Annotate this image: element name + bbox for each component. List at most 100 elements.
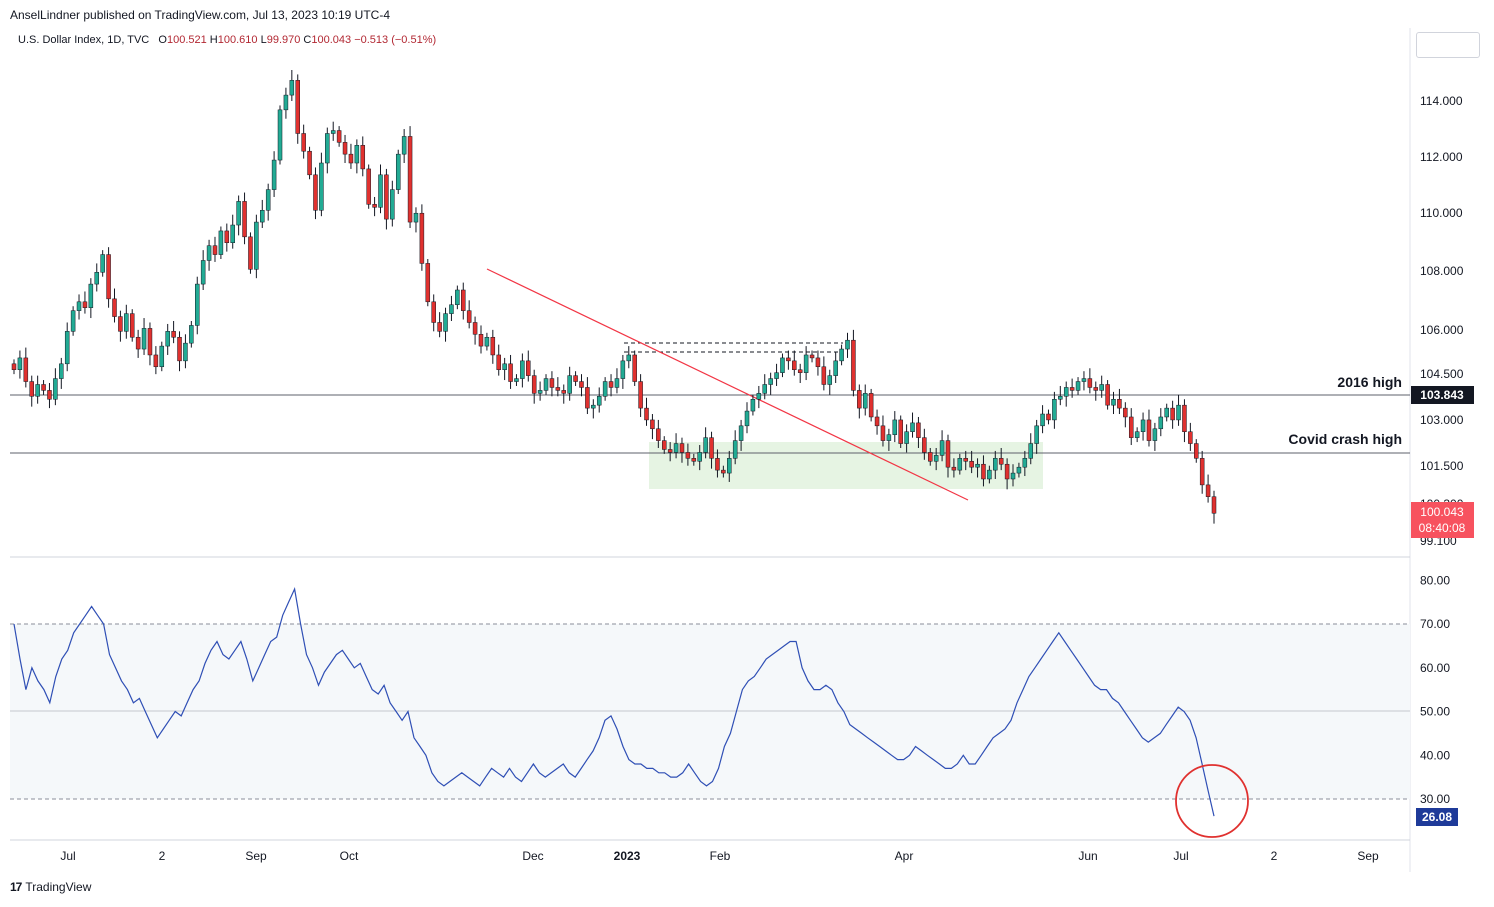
candle-body bbox=[537, 390, 543, 394]
candle-body bbox=[632, 354, 637, 382]
oversold-circle[interactable] bbox=[1175, 764, 1249, 838]
time-tick-label: Jul bbox=[60, 849, 75, 863]
last-price-text: 100.043 bbox=[1420, 505, 1464, 519]
candle-body bbox=[502, 363, 507, 370]
candle-body bbox=[496, 354, 501, 370]
candle-body bbox=[47, 390, 52, 400]
candle-body bbox=[874, 416, 880, 427]
time-tick-label: 2 bbox=[1271, 849, 1278, 863]
candle-body bbox=[821, 366, 827, 385]
candle-body bbox=[206, 245, 212, 261]
low-value: 99.970 bbox=[266, 34, 301, 46]
level-2016-badge-text: 103.843 bbox=[1420, 388, 1464, 402]
candle-body bbox=[508, 363, 513, 382]
candle-body bbox=[1128, 416, 1134, 438]
candle-body bbox=[715, 458, 720, 471]
candle-body bbox=[732, 440, 738, 459]
candle-body bbox=[762, 384, 767, 394]
candle-body bbox=[1034, 425, 1039, 444]
price-tick-label: 103.000 bbox=[1420, 413, 1464, 427]
candle-body bbox=[242, 201, 247, 238]
price-tick-label: 101.500 bbox=[1420, 459, 1464, 473]
downtrend-line[interactable] bbox=[486, 268, 969, 501]
candle-body bbox=[183, 342, 188, 362]
symbol-name[interactable]: U.S. Dollar Index, 1D, TVC bbox=[18, 34, 150, 46]
candle-body bbox=[1087, 378, 1093, 388]
high-value: 100.610 bbox=[217, 34, 258, 46]
candle-body bbox=[638, 381, 643, 409]
candle-body bbox=[857, 390, 862, 409]
candle-body bbox=[295, 80, 300, 134]
candle-body bbox=[384, 174, 389, 220]
candle-body bbox=[898, 419, 903, 444]
tradingview-logo-icon: 17 bbox=[10, 880, 22, 894]
candle-body bbox=[200, 260, 206, 285]
candle-body bbox=[591, 404, 596, 409]
candle-body bbox=[774, 372, 779, 379]
time-tick-label: 2 bbox=[159, 849, 166, 863]
candle-body bbox=[797, 369, 803, 373]
candle-body bbox=[945, 440, 951, 468]
candle-body bbox=[277, 109, 283, 161]
candle-body bbox=[839, 348, 844, 362]
candle-body bbox=[59, 363, 64, 379]
candle-body bbox=[1199, 458, 1205, 486]
scale-settings-button[interactable] bbox=[1416, 32, 1480, 58]
open-label: O bbox=[158, 34, 167, 46]
candle-body bbox=[1111, 399, 1116, 406]
rsi-tick-label: 60.00 bbox=[1420, 661, 1450, 675]
rsi-axis[interactable]: 80.00 70.00 60.00 50.00 40.00 30.00 bbox=[1420, 573, 1450, 806]
candle-body bbox=[650, 419, 655, 430]
candle-body bbox=[106, 254, 111, 300]
candle-body bbox=[691, 458, 697, 462]
candle-body bbox=[1117, 399, 1122, 409]
candle-body bbox=[981, 463, 986, 480]
candle-body bbox=[602, 381, 608, 397]
candle-body bbox=[1194, 443, 1199, 459]
candle-body bbox=[910, 422, 915, 432]
candle-body bbox=[596, 396, 602, 406]
time-tick-label: 2023 bbox=[614, 849, 641, 863]
rsi-line bbox=[13, 586, 1215, 817]
candle-body bbox=[283, 94, 289, 111]
candle-body bbox=[271, 159, 277, 190]
price-tick-label: 108.000 bbox=[1420, 264, 1464, 278]
candle-body bbox=[685, 452, 691, 459]
candle-body bbox=[1063, 387, 1069, 397]
candle-body bbox=[1123, 407, 1128, 418]
candle-body bbox=[531, 375, 537, 394]
candle-body bbox=[336, 130, 342, 143]
time-axis[interactable]: Jul 2 Sep Oct Dec 2023 Feb Apr Jun Jul 2 Sep bbox=[60, 849, 1379, 863]
candle-body bbox=[1046, 413, 1051, 421]
price-axis[interactable]: 114.000 112.000 110.000 108.000 106.000 104.5… bbox=[1420, 94, 1464, 548]
candle-body bbox=[608, 381, 614, 388]
candle-body bbox=[520, 360, 525, 379]
tradingview-name: TradingView bbox=[25, 880, 92, 894]
close-label: C bbox=[303, 34, 312, 46]
candle-body bbox=[957, 458, 963, 471]
rsi-tick-label: 30.00 bbox=[1420, 792, 1450, 806]
candle-body bbox=[579, 381, 584, 388]
time-tick-label: Apr bbox=[895, 849, 914, 863]
candle-body bbox=[443, 313, 448, 332]
candle-body bbox=[472, 322, 478, 335]
tradingview-branding[interactable]: 17 TradingView bbox=[10, 880, 91, 894]
time-tick-label: Sep bbox=[1357, 849, 1379, 863]
candle-body bbox=[998, 458, 1004, 465]
candle-body bbox=[82, 301, 88, 308]
price-tick-label: 104.500 bbox=[1420, 367, 1464, 381]
candle-body bbox=[189, 325, 194, 344]
level-covid-label: Covid crash high bbox=[1288, 431, 1402, 447]
candle-body bbox=[1058, 396, 1063, 400]
candle-body bbox=[301, 133, 306, 152]
level-2016-badge bbox=[1411, 386, 1474, 404]
candle-body bbox=[1140, 419, 1146, 432]
candle-body bbox=[750, 399, 756, 412]
candle-body bbox=[573, 375, 578, 382]
candle-body bbox=[809, 354, 815, 359]
change-value: −0.513 (−0.51%) bbox=[354, 34, 437, 46]
candle-body bbox=[425, 263, 431, 303]
candle-body bbox=[478, 334, 484, 347]
level-2016-label: 2016 high bbox=[1337, 374, 1402, 390]
